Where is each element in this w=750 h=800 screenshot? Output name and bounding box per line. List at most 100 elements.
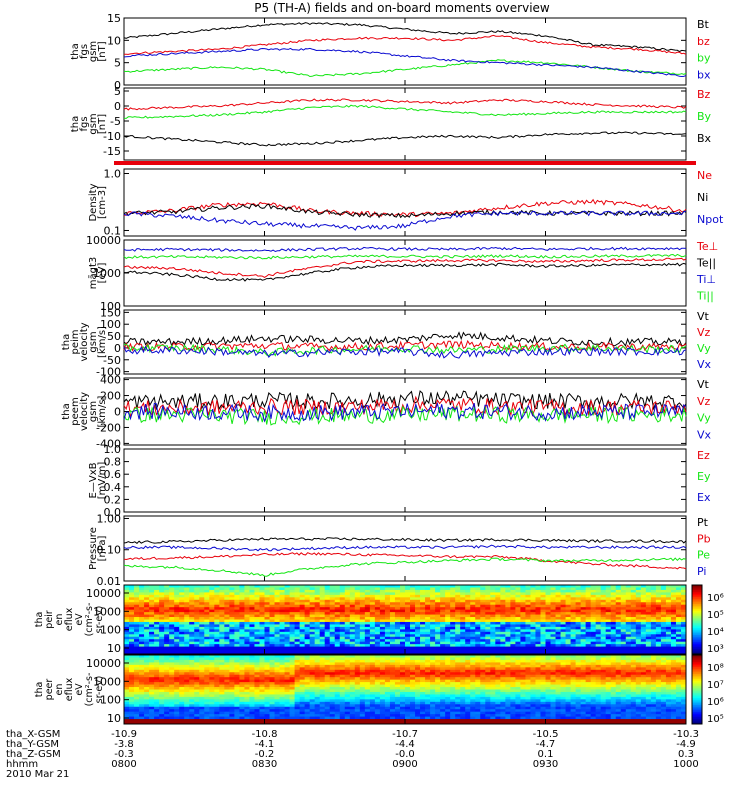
spectrogram-cell <box>159 655 165 658</box>
spectrogram-cell <box>134 636 140 640</box>
spectrogram-cell <box>239 594 245 598</box>
spectrogram-cell <box>600 649 607 652</box>
spectrogram-cell <box>490 587 496 591</box>
spectrogram-cell <box>575 636 582 640</box>
spectrogram-cell <box>415 602 421 606</box>
spectrogram-cell <box>269 659 275 663</box>
spectrogram-cell <box>500 649 506 652</box>
spectrogram-cell <box>279 624 285 628</box>
spectrogram-cell <box>520 602 526 606</box>
spectrogram-cell <box>344 689 351 693</box>
spectrogram-cell <box>244 644 250 647</box>
spectrogram-cell <box>615 624 622 628</box>
spectrogram-cell <box>149 636 155 640</box>
spectrogram-cell <box>124 677 130 681</box>
spectrogram-cell <box>159 714 165 717</box>
spectrogram-cell <box>304 624 311 628</box>
spectrogram-cell <box>269 639 275 643</box>
spectrogram-cell <box>329 597 336 601</box>
spectrogram-cell <box>655 617 662 620</box>
spectrogram-cell <box>334 659 341 663</box>
spectrogram-cell <box>435 641 441 645</box>
spectrogram-cell <box>234 691 240 695</box>
spectrogram-cell <box>455 621 461 625</box>
spectrogram-cell <box>485 604 491 608</box>
spectrogram-cell <box>515 599 521 603</box>
spectrogram-cell <box>144 691 150 695</box>
spectrogram-cell <box>680 649 687 652</box>
spectrogram-cell <box>364 655 371 658</box>
spectrogram-cell <box>229 709 235 713</box>
spectrogram-cell <box>550 594 556 598</box>
spectrogram-cell <box>384 589 391 593</box>
spectrogram-cell <box>279 657 285 661</box>
spectrogram-cell <box>299 604 306 608</box>
spectrogram-cell <box>129 674 135 678</box>
spectrogram-cell <box>344 716 351 720</box>
spectrogram-cell <box>520 587 526 591</box>
spectrogram-cell <box>470 612 476 615</box>
spectrogram-cell <box>535 639 541 643</box>
spectrogram-cell <box>294 701 301 705</box>
spectrogram-cell <box>304 597 311 601</box>
spectrogram-cell <box>204 634 210 638</box>
spectrogram-cell <box>560 594 566 598</box>
spectrogram-cell <box>194 682 200 685</box>
spectrogram-cell <box>490 597 496 601</box>
spectrogram-cell <box>580 641 587 645</box>
spectrogram-cell <box>264 655 270 658</box>
spectrogram-cell <box>399 646 406 650</box>
spectrogram-cell <box>139 689 145 693</box>
legend-entry: Vy <box>697 412 711 425</box>
spectrogram-cell <box>575 651 582 655</box>
spectrogram-cell <box>269 585 275 588</box>
spectrogram-cell <box>570 597 577 601</box>
spectrogram-cell <box>144 599 150 603</box>
spectrogram-cell <box>460 612 466 615</box>
spectrogram-cell <box>199 667 205 671</box>
spectrogram-cell <box>354 634 361 638</box>
spectrogram-cell <box>289 699 296 703</box>
spectrogram-cell <box>199 585 205 588</box>
spectrogram-cell <box>274 639 280 643</box>
spectrogram-cell <box>184 669 190 673</box>
spectrogram-cell <box>234 619 240 623</box>
spectrogram-cell <box>364 626 371 630</box>
spectrogram-cell <box>389 687 396 690</box>
spectrogram-cell <box>224 719 230 722</box>
spectrogram-cell <box>520 597 526 601</box>
spectrogram-cell <box>440 604 446 608</box>
spectrogram-cell <box>234 711 240 715</box>
spectrogram-cell <box>174 662 180 666</box>
spectrogram-cell <box>359 585 366 588</box>
spectrogram-cell <box>374 589 381 593</box>
y-tick-label: 1000 <box>93 267 121 280</box>
spectrogram-cell <box>550 619 556 623</box>
spectrogram-cell <box>354 621 361 625</box>
spectrogram-cell <box>379 677 386 681</box>
spectrogram-cell <box>239 585 245 588</box>
spectrogram-cell <box>600 612 607 615</box>
spectrogram-cell <box>239 646 245 650</box>
spectrogram-cell <box>224 629 230 633</box>
spectrogram-cell <box>349 651 356 655</box>
spectrogram-cell <box>364 691 371 695</box>
spectrogram-cell <box>284 609 290 613</box>
spectrogram-cell <box>445 641 451 645</box>
spectrogram-cell <box>655 612 662 615</box>
spectrogram-cell <box>389 617 396 620</box>
spectrogram-cell <box>369 655 376 658</box>
spectrogram-cell <box>299 721 306 725</box>
spectrogram-cell <box>399 639 406 643</box>
spectrogram-cell <box>254 629 260 633</box>
spectrogram-cell <box>625 624 632 628</box>
spectrogram-cell <box>184 589 190 593</box>
spectrogram-cell <box>239 587 245 591</box>
spectrogram-cell <box>254 704 260 708</box>
spectrogram-cell <box>209 587 215 591</box>
spectrogram-cell <box>264 704 270 708</box>
spectrogram-cell <box>174 587 180 591</box>
spectrogram-cell <box>565 592 571 596</box>
spectrogram-cell <box>309 694 316 698</box>
